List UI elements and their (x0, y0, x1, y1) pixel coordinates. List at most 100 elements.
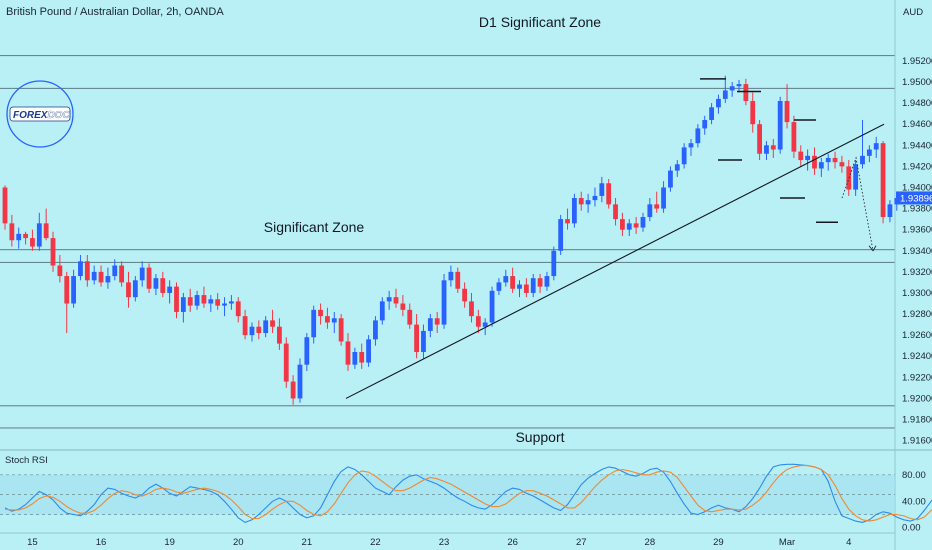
candle-down (880, 143, 886, 218)
candle-down (578, 198, 584, 205)
candle-down (400, 303, 406, 310)
candle-up (304, 337, 310, 365)
candle-up (661, 187, 666, 209)
candle-up (208, 299, 214, 304)
candle-up (551, 250, 557, 277)
rsi-tick-label: 80.00 (902, 470, 926, 481)
candle-down (215, 299, 221, 306)
candle-down (43, 223, 49, 239)
candle-down (812, 155, 817, 169)
candle-down (743, 84, 749, 101)
logo-text-b: DOC (47, 110, 70, 121)
candle-down (256, 326, 262, 334)
time-tick-label: 23 (439, 537, 450, 548)
last-price-tag (896, 191, 932, 205)
candle-down (9, 223, 15, 241)
projection-arrow (868, 245, 877, 252)
significant-zone (0, 249, 896, 263)
candle-up (702, 119, 708, 129)
candle-up (866, 149, 872, 156)
price-tick-label: 1.94400 (902, 140, 932, 151)
price-tick-label: 1.93600 (902, 225, 932, 236)
candle-up (668, 170, 673, 188)
candle-up (626, 223, 632, 230)
candle-up (222, 303, 227, 306)
candle-up (482, 322, 488, 327)
candle-up (311, 309, 317, 338)
candle-down (475, 316, 481, 327)
candle-up (695, 128, 701, 144)
candle-down (64, 276, 70, 304)
candle-down (242, 316, 248, 336)
candle-down (50, 238, 56, 266)
candle-up (530, 278, 536, 293)
candle-down (784, 100, 790, 123)
candle-up (825, 157, 831, 163)
candle-up (640, 217, 646, 228)
candle-down (160, 278, 166, 293)
candle-up (681, 147, 687, 165)
candle-up (558, 219, 564, 251)
candle-down (30, 238, 35, 247)
candle-down (126, 282, 131, 298)
candle-up (373, 320, 378, 340)
time-tick-label: 19 (164, 537, 175, 548)
candle-up (352, 352, 358, 365)
candle-up (71, 276, 76, 304)
candle-down (510, 276, 516, 289)
price-tick-label: 1.93800 (902, 204, 932, 215)
candle-up (421, 330, 426, 353)
candle-up (263, 320, 269, 334)
price-tick-label: 1.94200 (902, 161, 932, 172)
candle-down (283, 343, 289, 382)
candle-down (201, 295, 207, 304)
rsi-tick-label: 0.00 (902, 523, 921, 534)
candle-up (228, 301, 234, 304)
currency-label[interactable]: AUD (903, 7, 923, 18)
candle-down (393, 297, 399, 304)
candle-up (427, 318, 433, 331)
candle-up (805, 155, 811, 161)
candle-up (249, 326, 255, 336)
rsi-tick-label: 40.00 (902, 496, 926, 507)
candle-up (860, 155, 865, 165)
candle-up (764, 145, 769, 154)
candle-up (503, 276, 509, 283)
stoch-d-line (4, 465, 932, 522)
candle-down (462, 288, 468, 302)
candle-up (496, 282, 502, 291)
candle-up (167, 286, 173, 293)
time-tick-label: 28 (645, 537, 656, 548)
candle-down (839, 162, 845, 167)
candle-up (441, 280, 447, 325)
candle-up (571, 198, 577, 224)
candle-down (338, 318, 344, 342)
candle-down (613, 204, 618, 220)
time-tick-label: 27 (576, 537, 587, 548)
candle-up (112, 265, 118, 277)
ascending-trendline (345, 123, 885, 399)
last-price-label: 1.93896 (900, 193, 932, 204)
candle-down (187, 297, 193, 306)
candle-up (873, 143, 879, 150)
candle-down (345, 341, 351, 365)
price-tick-label: 1.92200 (902, 372, 932, 383)
candle-down (235, 301, 241, 317)
candle-up (489, 290, 495, 323)
candle-up (517, 284, 522, 289)
candle-down (23, 233, 28, 239)
candle-down (174, 286, 179, 312)
candle-up (297, 364, 303, 399)
candle-down (606, 183, 612, 205)
price-tick-label: 1.92800 (902, 309, 932, 320)
time-tick-label: 20 (233, 537, 244, 548)
candle-down (750, 100, 756, 125)
support-zone-label: Support (515, 429, 564, 445)
candle-down (620, 219, 625, 230)
price-tick-label: 1.95000 (902, 77, 932, 88)
price-tick-label: 1.94800 (902, 98, 932, 109)
price-tick-label: 1.94000 (902, 182, 932, 193)
logo-text-a: FOREX (13, 110, 49, 121)
